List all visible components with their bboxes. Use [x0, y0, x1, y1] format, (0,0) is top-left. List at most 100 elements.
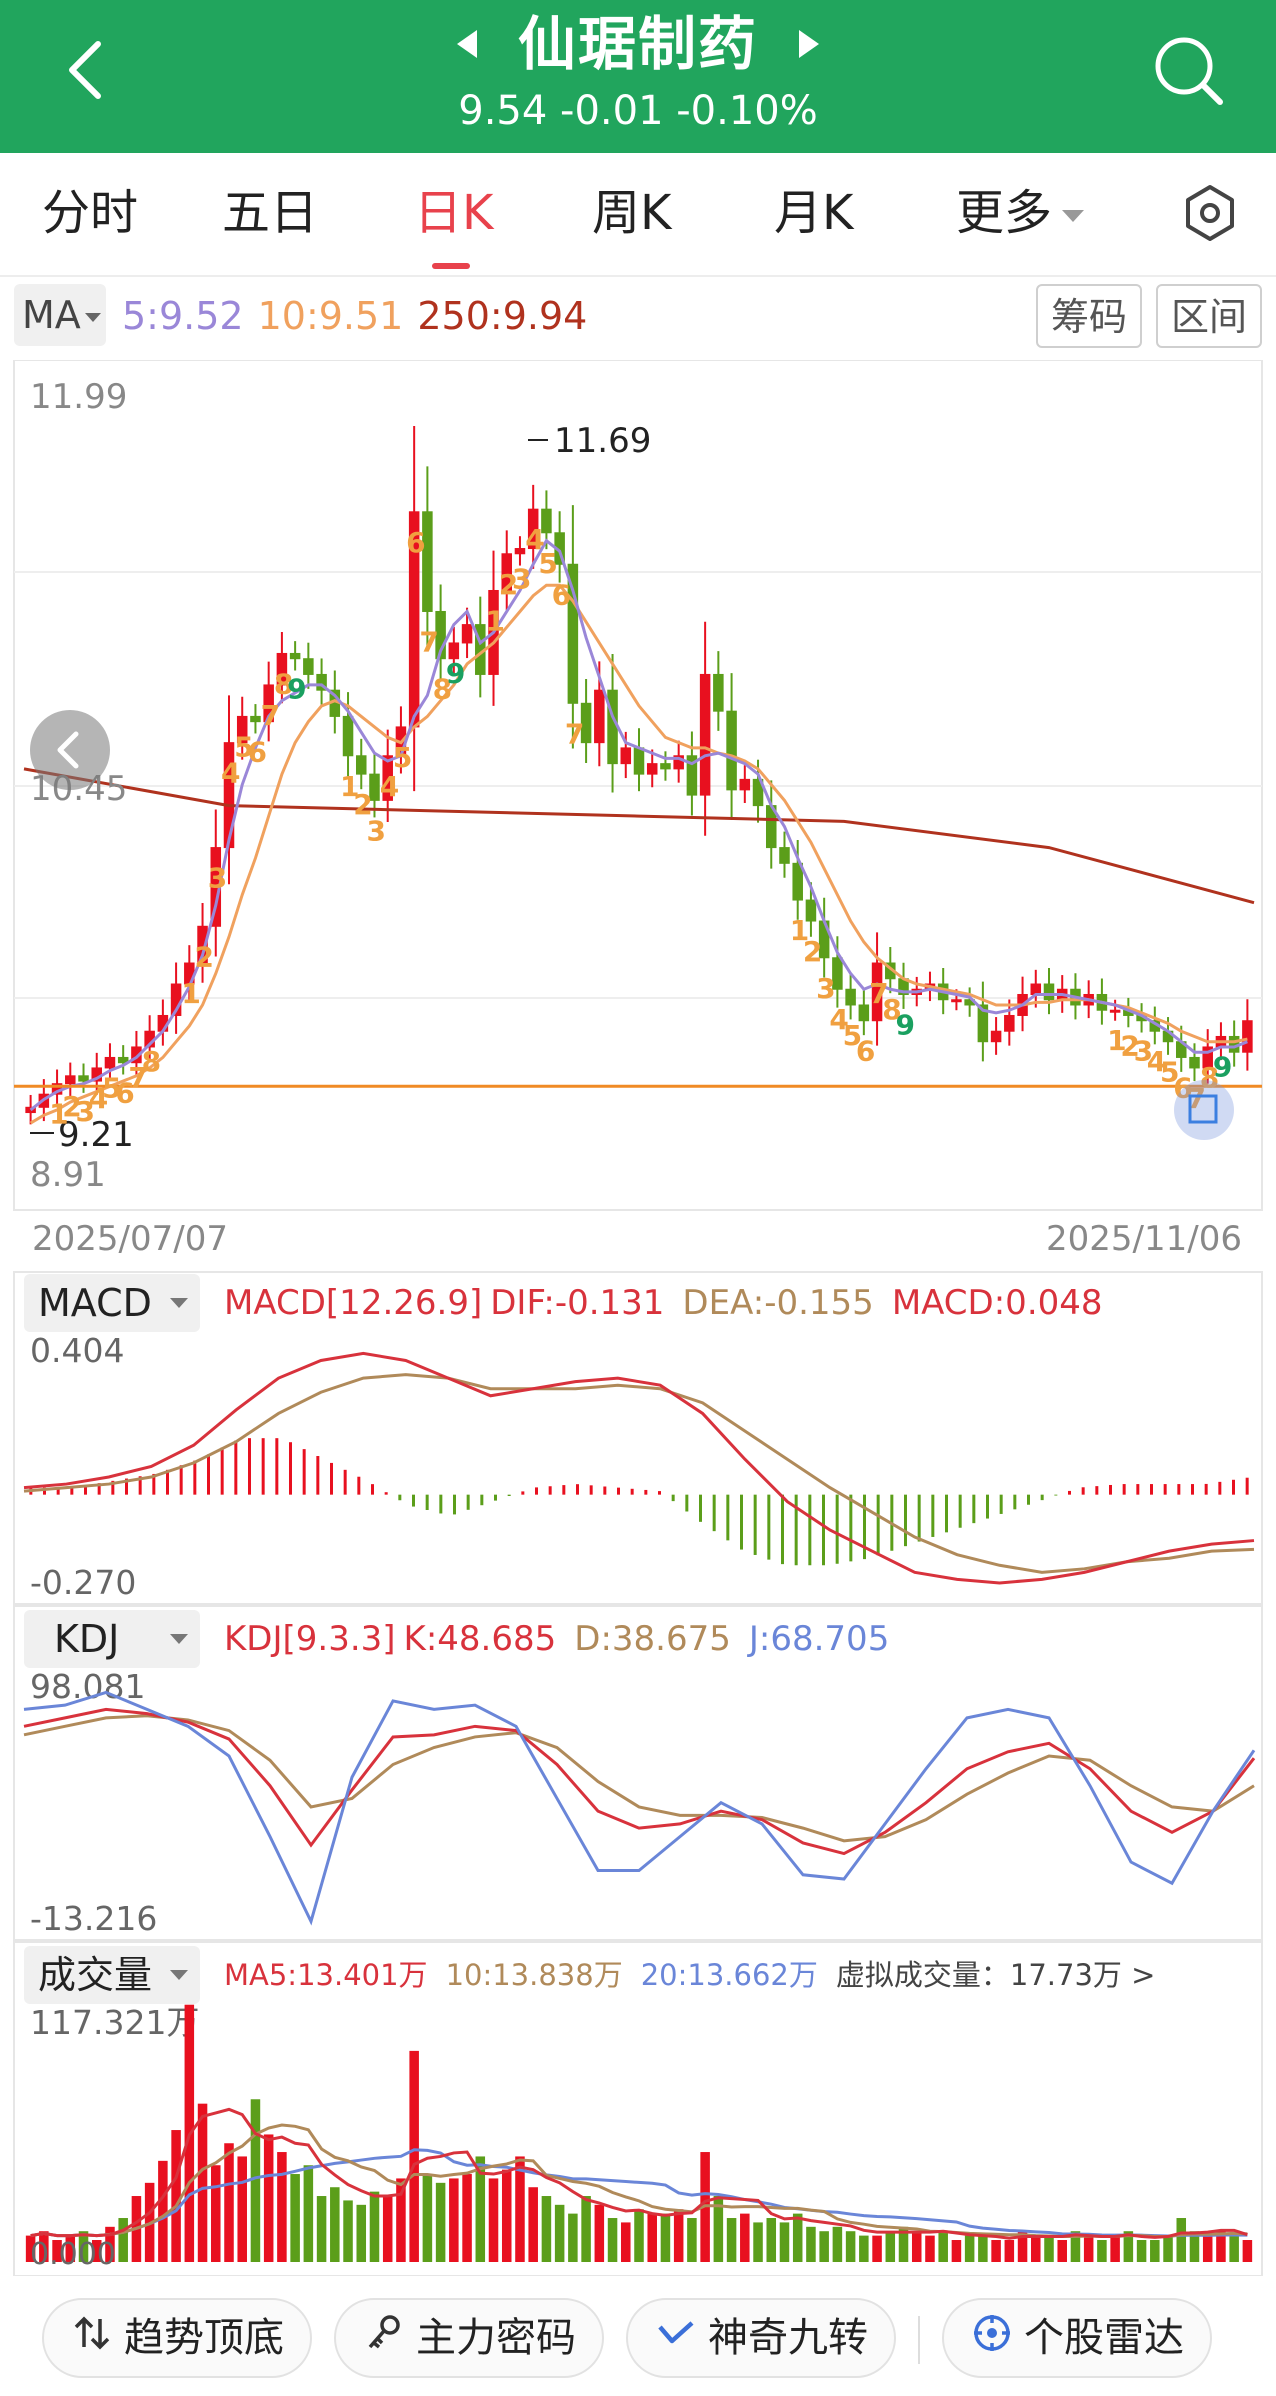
stock-radar-label: 个股雷达: [1024, 2315, 1184, 2361]
volume-y-min-label: 0.000: [30, 2237, 116, 2272]
volume-bar: [91, 2240, 102, 2262]
ma10-value: 10:9.51: [257, 294, 404, 338]
volume-bar: [422, 2174, 433, 2262]
candle-body: [236, 715, 248, 744]
macd-select-label: MACD: [38, 1281, 152, 1325]
magic-nine-button[interactable]: 神奇九转: [626, 2298, 896, 2378]
tab-weekly-k[interactable]: 周K: [592, 185, 672, 241]
chip-distribution-button[interactable]: 筹码: [1036, 284, 1142, 348]
stock-radar-button[interactable]: 个股雷达: [942, 2298, 1212, 2378]
trend-top-bottom-button[interactable]: 趋势顶底: [42, 2298, 312, 2378]
tab-monthly-k[interactable]: 月K: [774, 185, 854, 241]
candle-body: [461, 624, 473, 644]
nine-sequence-number: 1: [790, 914, 809, 947]
candle-body: [1030, 983, 1042, 995]
range-button[interactable]: 区间: [1156, 284, 1262, 348]
candle-body: [1004, 1014, 1015, 1032]
candle-body: [541, 508, 552, 534]
volume-bar: [660, 2213, 671, 2262]
volume-bar: [197, 2103, 208, 2262]
nine-sequence-number: 9: [446, 657, 465, 690]
main-force-code-button[interactable]: 主力密码: [334, 2298, 604, 2378]
candle-body: [990, 1030, 1002, 1043]
chevron-down-icon: [170, 1634, 188, 1644]
back-arrow-icon[interactable]: [58, 38, 114, 102]
macd-y-min-label: -0.270: [30, 1563, 136, 1602]
volume-bar: [1097, 2240, 1107, 2262]
prev-stock-icon[interactable]: [456, 30, 477, 58]
volume-bar: [237, 2156, 247, 2262]
candle-body: [580, 702, 592, 744]
candlestick-series: [25, 426, 1253, 1125]
nine-sequence-number: 8: [433, 673, 452, 706]
stock-name: 仙琚制药: [517, 10, 758, 78]
volume-bar: [753, 2222, 763, 2262]
crosshair-focus-marker[interactable]: [1174, 1080, 1234, 1140]
key-icon: [364, 2302, 404, 2378]
nine-sequence-number: 4: [89, 1082, 108, 1115]
nine-sequence-number: 5: [393, 741, 412, 774]
volume-bar: [171, 2130, 181, 2262]
volume-bar: [1083, 2235, 1094, 2262]
nine-sequence-number: 6: [406, 526, 425, 559]
nine-sequence-number: 7: [419, 625, 438, 658]
candle-body: [620, 747, 632, 765]
candle-body: [871, 962, 883, 1022]
kdj-y-min-label: -13.216: [30, 1899, 157, 1938]
volume-bar: [356, 2204, 367, 2262]
kdj-indicator-select[interactable]: KDJ: [24, 1610, 200, 1668]
nine-sequence-number: 5: [234, 730, 253, 763]
tab-daily-k[interactable]: 日K: [414, 185, 494, 241]
nine-sequence-number: 6: [1173, 1071, 1192, 1104]
volume-bar: [713, 2196, 724, 2262]
ma-indicator-select[interactable]: MA: [14, 284, 106, 346]
next-stock-icon[interactable]: [799, 30, 820, 58]
dea-line: [23, 1373, 1255, 1574]
ma-values: 5:9.52 10:9.51 250:9.94: [122, 292, 601, 340]
candle-body: [422, 511, 433, 612]
volume-bar: [263, 2134, 274, 2262]
volume-bar: [290, 2174, 300, 2262]
nine-sequence-number: 9: [287, 673, 306, 706]
volume-bar: [898, 2226, 909, 2262]
candle-body: [752, 778, 764, 807]
candle-body: [316, 673, 327, 691]
volume-bar: [25, 2235, 36, 2262]
virtual-volume-link[interactable]: 虚拟成交量：17.73万 >: [835, 1958, 1156, 1992]
candle-body: [223, 742, 235, 849]
nine-sequence-number: 3: [76, 1095, 95, 1128]
volume-bar: [409, 2050, 419, 2262]
ma5-line: [29, 538, 1248, 1112]
volume-bar: [594, 2204, 605, 2262]
stock-chart-area[interactable]: 11.99 10.45 8.91 2025/07/07 2025/11/06 1…: [0, 360, 1276, 2276]
tab-more[interactable]: 更多: [956, 183, 1085, 243]
nine-sequence-number: 8: [274, 667, 293, 700]
scroll-left-button[interactable]: [30, 710, 110, 790]
nine-sequence-number: 4: [525, 523, 544, 556]
candle-body: [65, 1075, 76, 1085]
kdj-panel-frame: [13, 1605, 1263, 1941]
nine-sequence-number: 2: [195, 940, 214, 973]
volume-bar: [541, 2196, 552, 2262]
volume-bar: [528, 2187, 538, 2262]
ma5-value: 5:9.52: [122, 294, 244, 338]
chevron-down-icon: [170, 1970, 188, 1980]
candle-body: [713, 673, 724, 712]
macd-y-max-label: 0.404: [30, 1331, 124, 1370]
volume-bar: [250, 2099, 261, 2262]
candle-body: [607, 689, 618, 765]
settings-hexagon-icon[interactable]: [1182, 183, 1238, 243]
candle-body: [567, 563, 579, 704]
tab-minute[interactable]: 分时: [42, 185, 139, 241]
volume-bar: [501, 2169, 512, 2262]
volume-indicator-select[interactable]: 成交量: [24, 1946, 200, 2004]
tab-five-day[interactable]: 五日: [222, 185, 319, 241]
volume-select-label: 成交量: [38, 1953, 153, 1997]
chevron-down-icon: [1062, 210, 1085, 222]
volume-values: MA5:13.401万 10:13.838万 20:13.662万 虚拟成交量：17.…: [224, 1946, 1173, 2004]
volume-ma10-value: 10:13.838万: [445, 1958, 623, 1992]
macd-indicator-select[interactable]: MACD: [24, 1274, 200, 1332]
bottom-tool-bar: 趋势顶底 主力密码 神奇九转 个股雷达: [0, 2276, 1276, 2396]
candle-body: [197, 925, 208, 964]
search-icon[interactable]: [1150, 32, 1226, 108]
